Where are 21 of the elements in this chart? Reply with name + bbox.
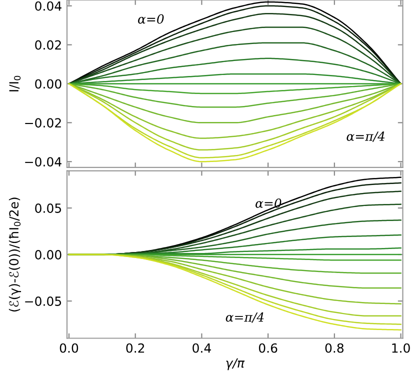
- x-tick-label: 0.8: [325, 343, 344, 353]
- y-axis-title: I/I$_{0}$: [9, 76, 21, 92]
- y-tick-label: −0.02: [25, 118, 61, 128]
- y-tick-label: 0.04: [35, 1, 62, 11]
- annotation: α=π/4: [226, 312, 264, 323]
- y-tick-label: 0.05: [35, 203, 62, 213]
- y-axis-title: (ℰ(γ)-ℰ(0))/(ħI$_{0}$/2e): [8, 198, 22, 312]
- x-tick-label: 0.2: [126, 343, 144, 353]
- x-tick-label: 0.0: [60, 343, 78, 353]
- x-tick-label: 0.6: [258, 343, 278, 353]
- y-tick-label: 0.00: [35, 250, 62, 260]
- y-tick-label: −0.05: [25, 296, 62, 306]
- x-tick-label: 0.4: [192, 343, 211, 353]
- y-tick-label: −0.04: [25, 157, 62, 167]
- y-tick-label: 0.00: [35, 79, 62, 89]
- x-tick-label: 1.0: [392, 343, 410, 353]
- annotation: α=0: [138, 14, 164, 24]
- annotation: α=π/4: [346, 131, 385, 142]
- y-tick-label: 0.02: [35, 40, 61, 50]
- x-axis-title: γ/π: [226, 358, 245, 370]
- annotation: α=0: [256, 198, 282, 208]
